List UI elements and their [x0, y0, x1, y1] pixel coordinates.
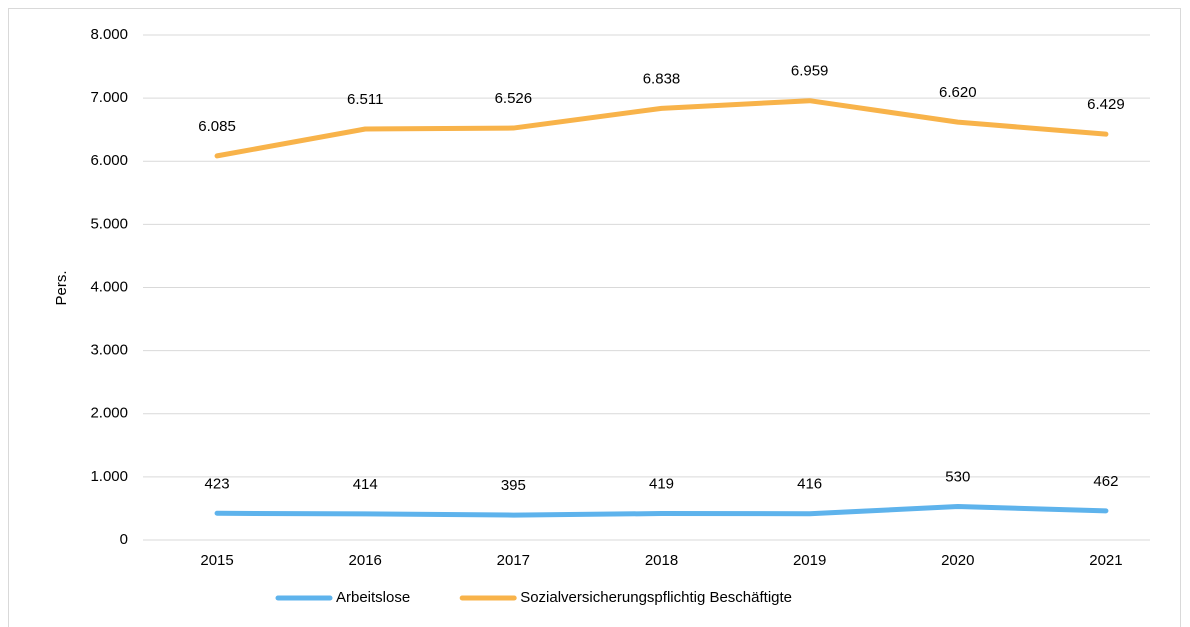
- data-label: 6.429: [1087, 96, 1125, 113]
- y-axis-label: Pers.: [53, 270, 70, 305]
- x-tick-label: 2015: [200, 552, 233, 569]
- data-label: 423: [205, 475, 230, 492]
- y-tick-label: 8.000: [90, 26, 128, 43]
- x-tick-label: 2017: [497, 552, 530, 569]
- x-tick-label: 2019: [793, 552, 826, 569]
- x-tick-label: 2018: [645, 552, 678, 569]
- data-label: 416: [797, 476, 822, 493]
- legend-label: Sozialversicherungspflichtig Beschäftigt…: [520, 589, 792, 606]
- data-label: 419: [649, 476, 674, 493]
- series-line: [214, 98, 1109, 159]
- data-label: 6.511: [347, 91, 383, 108]
- data-label: 6.620: [939, 84, 977, 101]
- data-label: 6.526: [495, 90, 533, 107]
- x-tick-label: 2020: [941, 552, 974, 569]
- y-tick-label: 7.000: [90, 89, 128, 106]
- x-tick-label: 2021: [1089, 552, 1122, 569]
- series-line: [214, 504, 1109, 518]
- y-tick-label: 5.000: [90, 215, 128, 232]
- data-label: 530: [945, 469, 970, 486]
- data-label: 6.085: [198, 118, 236, 135]
- y-tick-label: 1.000: [90, 468, 128, 485]
- y-tick-label: 0: [120, 531, 128, 548]
- data-label: 462: [1093, 473, 1118, 490]
- y-tick-label: 2.000: [90, 405, 128, 422]
- data-label: 6.959: [791, 63, 829, 80]
- y-tick-label: 6.000: [90, 152, 128, 169]
- data-label: 414: [353, 476, 378, 493]
- y-tick-label: 3.000: [90, 342, 128, 359]
- chart-border: [8, 8, 1181, 627]
- data-label: 395: [501, 477, 526, 494]
- x-tick-label: 2016: [349, 552, 382, 569]
- legend-label: Arbeitslose: [336, 589, 410, 606]
- y-tick-label: 4.000: [90, 278, 128, 295]
- data-label: 6.838: [643, 70, 681, 87]
